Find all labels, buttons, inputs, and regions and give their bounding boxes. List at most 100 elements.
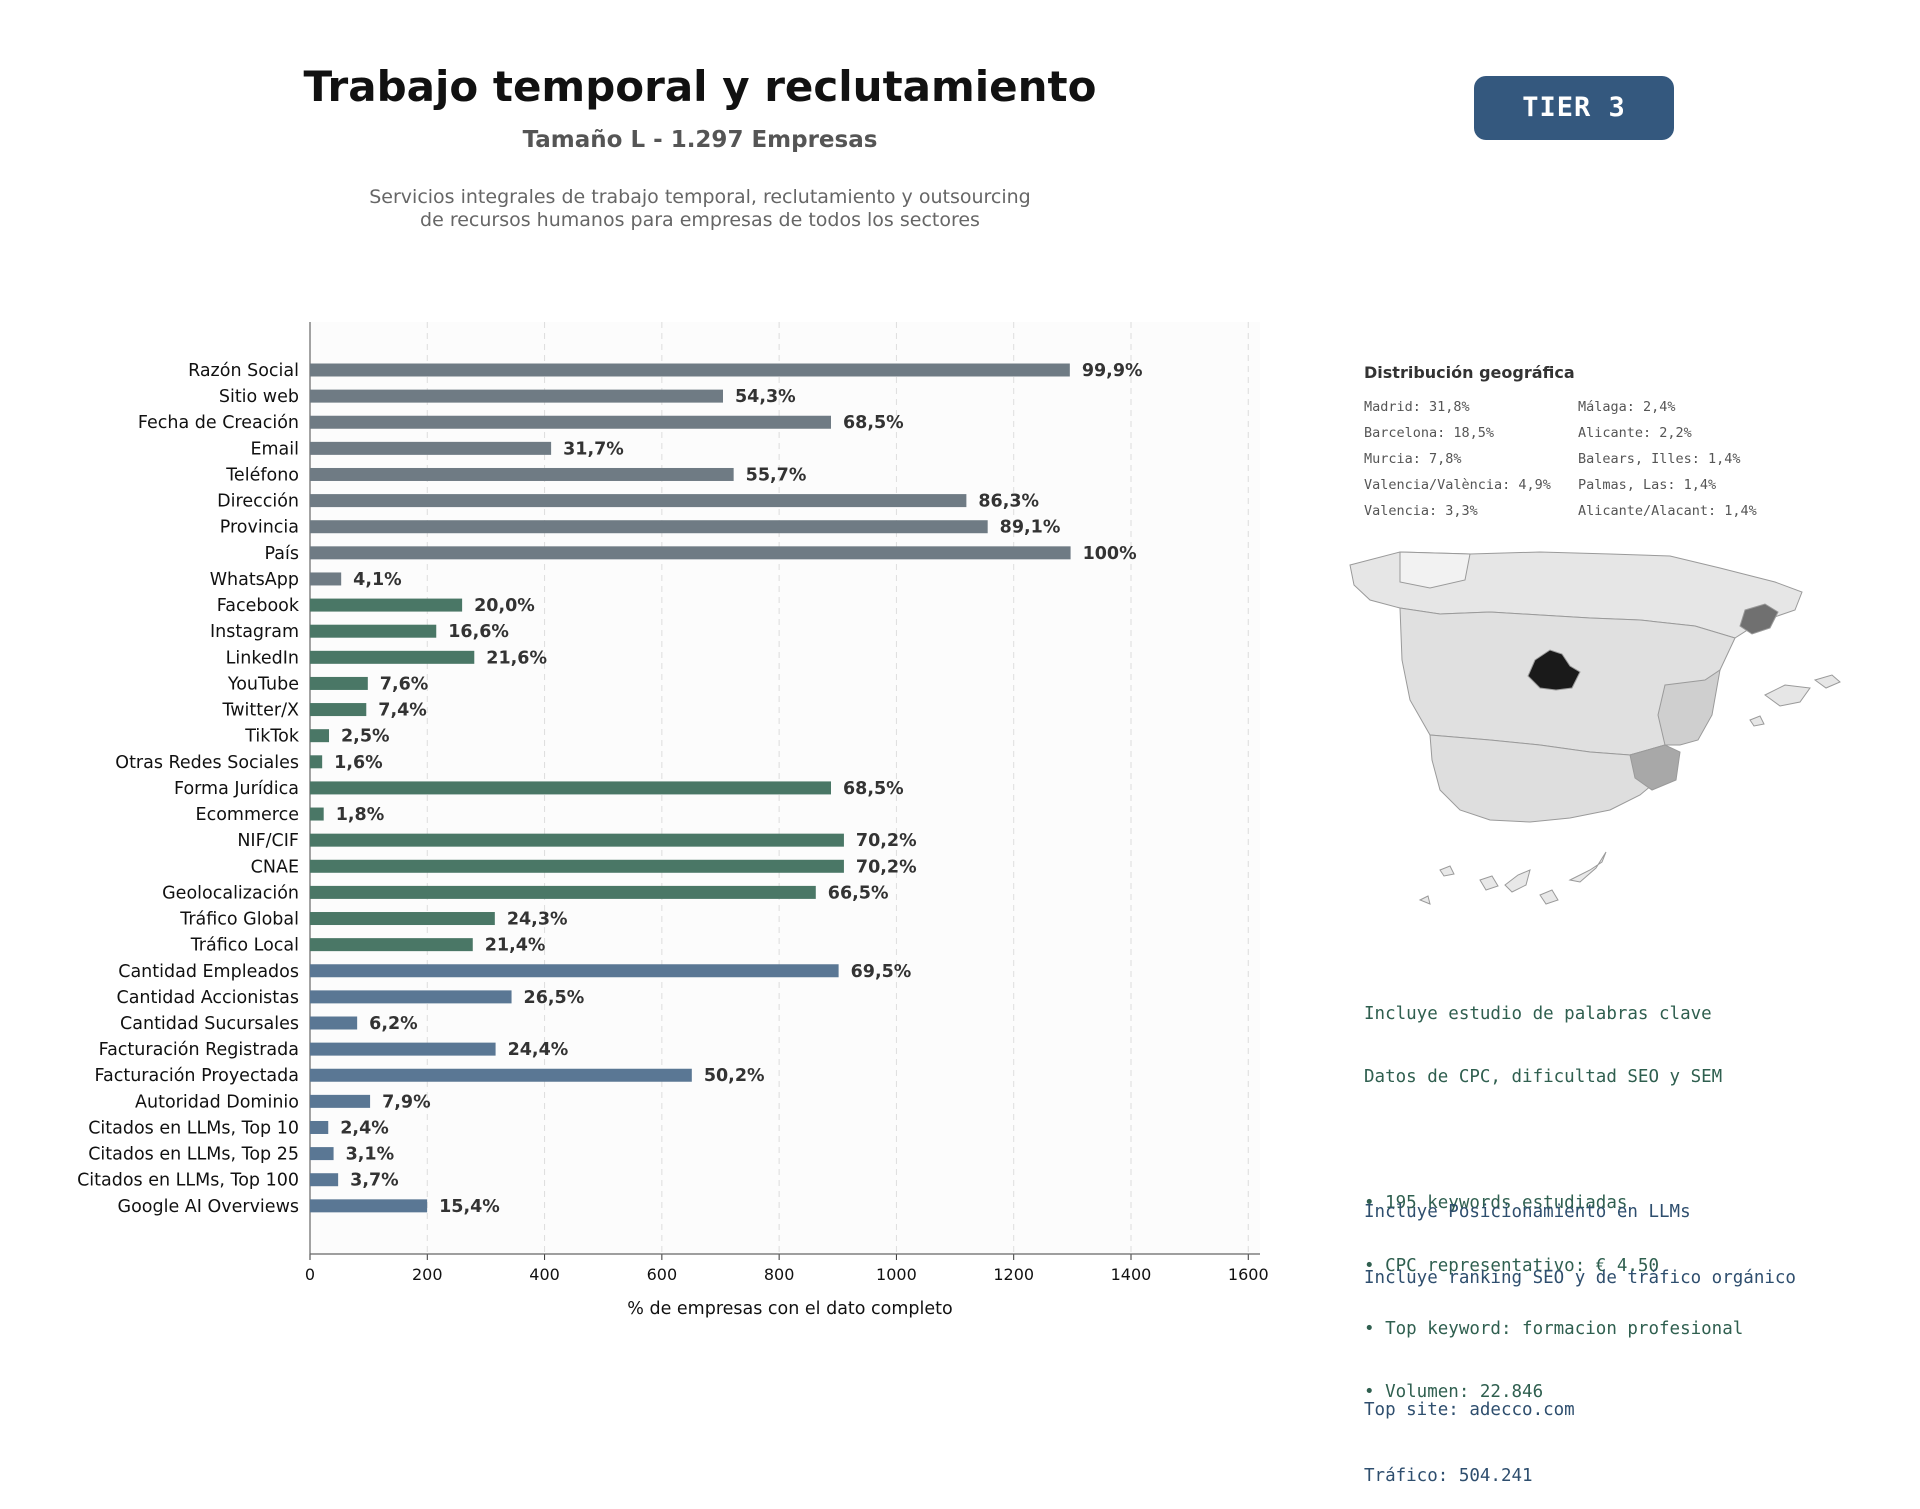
- spain-map: [1349, 551, 1841, 905]
- data-label: 21,4%: [485, 936, 546, 956]
- map-region-south: [1429, 734, 1671, 823]
- x-tick-label: 800: [764, 1265, 795, 1284]
- geo-item: Valencia: 3,3%: [1364, 503, 1478, 519]
- category-label: Cantidad Empleados: [118, 962, 299, 982]
- data-label: 89,1%: [1000, 518, 1061, 538]
- data-label: 15,4%: [439, 1197, 500, 1217]
- category-label: Teléfono: [225, 465, 299, 485]
- category-label: Autoridad Dominio: [135, 1092, 299, 1112]
- data-label: 21,6%: [486, 648, 547, 668]
- data-label: 7,9%: [382, 1092, 431, 1112]
- data-label: 99,9%: [1082, 361, 1143, 381]
- data-label: 16,6%: [448, 622, 509, 642]
- x-tick-label: 1200: [993, 1265, 1034, 1284]
- data-label: 70,2%: [856, 831, 917, 851]
- data-label: 24,4%: [508, 1040, 569, 1060]
- geo-item: Madrid: 31,8%: [1364, 399, 1470, 415]
- description-line-2: de recursos humanos para empresas de tod…: [420, 209, 980, 231]
- x-tick-label: 200: [412, 1265, 443, 1284]
- bar: [310, 441, 552, 455]
- x-tick-label: 1600: [1228, 1265, 1269, 1284]
- data-label: 68,5%: [843, 779, 904, 799]
- bar: [310, 964, 839, 978]
- category-label: Facebook: [217, 596, 300, 616]
- data-label: 70,2%: [856, 857, 917, 877]
- category-label: TikTok: [244, 727, 300, 747]
- bar: [310, 755, 323, 769]
- map-region-murcia: [1629, 744, 1681, 791]
- bar: [310, 703, 367, 717]
- data-label: 7,6%: [380, 674, 429, 694]
- map-region-madrid: [1527, 649, 1581, 691]
- data-label: 24,3%: [507, 910, 568, 930]
- bar: [310, 1016, 358, 1030]
- keywords-spacer: [1364, 1130, 1743, 1151]
- bar: [310, 1068, 692, 1082]
- category-label: Email: [250, 439, 299, 459]
- bar: [310, 520, 988, 534]
- map-region-canarias: [1418, 851, 1607, 905]
- geo-item: Barcelona: 18,5%: [1364, 425, 1495, 441]
- category-label: Tráfico Global: [179, 910, 299, 930]
- category-label: Instagram: [210, 622, 299, 642]
- data-label: 4,1%: [353, 570, 402, 590]
- category-label: Otras Redes Sociales: [115, 753, 299, 773]
- bar: [310, 676, 368, 690]
- category-label: Forma Jurídica: [174, 779, 299, 799]
- bar: [310, 833, 844, 847]
- keywords-line-2: Datos de CPC, dificultad SEO y SEM: [1364, 1067, 1723, 1087]
- category-label: Fecha de Creación: [138, 413, 299, 433]
- data-label: 7,4%: [378, 701, 427, 721]
- llm-top-site: Top site: adecco.com: [1364, 1400, 1575, 1420]
- keywords-bullet-3: • Top keyword: formacion profesional: [1364, 1319, 1744, 1339]
- category-label: CNAE: [251, 857, 299, 877]
- category-label: LinkedIn: [226, 648, 299, 668]
- bar: [310, 938, 473, 952]
- llm-traffic: Tráfico: 504.241: [1364, 1466, 1533, 1486]
- bar: [310, 389, 723, 403]
- keywords-bullet-4: • Volumen: 22.846: [1364, 1382, 1544, 1402]
- data-label: 68,5%: [843, 413, 904, 433]
- bar: [310, 598, 463, 612]
- bar: [310, 1042, 496, 1056]
- bar: [310, 546, 1071, 560]
- llm-line-2: Incluye ranking SEO y de tráfico orgánic…: [1364, 1268, 1796, 1288]
- data-label: 3,7%: [350, 1171, 399, 1191]
- llm-spacer: [1364, 1333, 1796, 1355]
- data-label: 1,6%: [334, 753, 383, 773]
- bar: [310, 624, 437, 638]
- map-region-valencia: [1657, 668, 1721, 746]
- bar: [310, 1199, 428, 1213]
- geo-item: Alicante: 2,2%: [1578, 425, 1692, 441]
- category-label: NIF/CIF: [237, 831, 299, 851]
- data-label: 2,5%: [341, 727, 390, 747]
- category-label: Geolocalización: [162, 883, 299, 903]
- data-label: 31,7%: [563, 439, 624, 459]
- bar: [310, 1094, 371, 1108]
- bar: [310, 729, 330, 743]
- data-label: 55,7%: [746, 465, 807, 485]
- bar: [310, 781, 832, 795]
- data-label: 50,2%: [704, 1066, 765, 1086]
- bar: [310, 494, 967, 508]
- category-label: Citados en LLMs, Top 10: [88, 1118, 299, 1138]
- keywords-bullet-2: • CPC representativo: € 4.50: [1364, 1256, 1660, 1276]
- category-label: Facturación Proyectada: [95, 1066, 299, 1086]
- bar: [310, 859, 844, 873]
- category-label: Citados en LLMs, Top 100: [77, 1171, 299, 1191]
- x-tick-label: 1000: [876, 1265, 917, 1284]
- category-label: Twitter/X: [221, 701, 299, 721]
- keywords-bullet-1: • 195 keywords estudiadas: [1364, 1193, 1628, 1213]
- category-label: Provincia: [220, 518, 299, 538]
- map-region-barcelona: [1739, 603, 1779, 635]
- map-region-galicia-north: [1399, 551, 1471, 589]
- page-title: Trabajo temporal y reclutamiento: [303, 62, 1097, 111]
- data-label: 69,5%: [851, 962, 912, 982]
- geo-item: Alicante/Alacant: 1,4%: [1578, 503, 1757, 519]
- data-label: 6,2%: [369, 1014, 418, 1034]
- category-label: Tráfico Local: [190, 936, 299, 956]
- data-label: 54,3%: [735, 387, 796, 407]
- category-label: Razón Social: [188, 361, 299, 381]
- bar-chart: 0 200 400 600 800 1000 1200 1400 1600 Razón Socia…: [77, 322, 1269, 1319]
- geo-item: Málaga: 2,4%: [1578, 399, 1676, 415]
